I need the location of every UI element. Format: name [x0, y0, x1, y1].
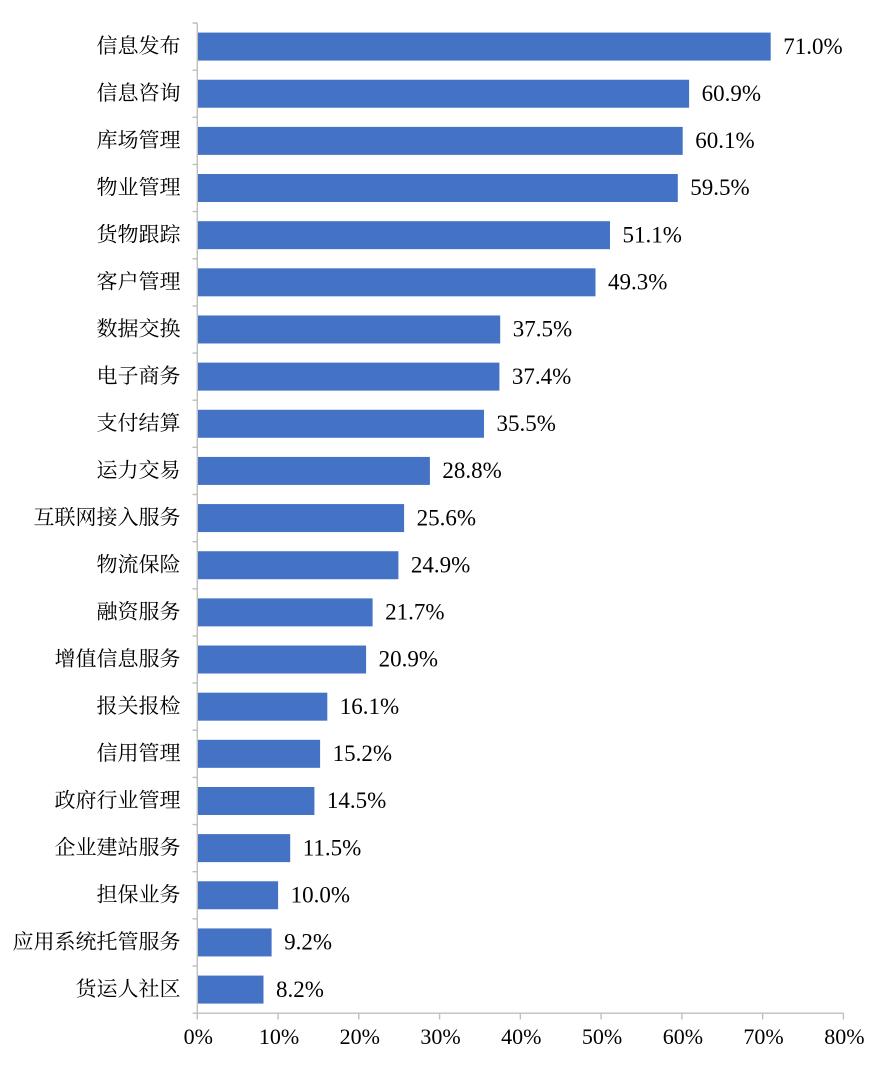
svg-text:50%: 50%: [582, 1024, 622, 1049]
svg-text:8.2%: 8.2%: [276, 977, 324, 1002]
svg-text:10%: 10%: [259, 1024, 299, 1049]
svg-text:35.5%: 35.5%: [497, 411, 556, 436]
svg-text:71.0%: 71.0%: [783, 34, 842, 59]
svg-text:60.9%: 60.9%: [702, 81, 761, 106]
svg-text:37.5%: 37.5%: [513, 317, 572, 342]
svg-text:59.5%: 59.5%: [690, 175, 749, 200]
svg-text:25.6%: 25.6%: [417, 505, 476, 530]
svg-text:30%: 30%: [420, 1024, 460, 1049]
svg-text:40%: 40%: [501, 1024, 541, 1049]
svg-text:24.9%: 24.9%: [411, 552, 470, 577]
svg-text:20.9%: 20.9%: [379, 647, 438, 672]
svg-text:21.7%: 21.7%: [385, 600, 444, 625]
svg-text:49.3%: 49.3%: [608, 270, 667, 295]
svg-text:20%: 20%: [340, 1024, 380, 1049]
svg-text:0%: 0%: [184, 1024, 213, 1049]
svg-text:60.1%: 60.1%: [695, 128, 754, 153]
svg-text:16.1%: 16.1%: [340, 694, 399, 719]
svg-text:9.2%: 9.2%: [284, 930, 332, 955]
svg-text:60%: 60%: [663, 1024, 703, 1049]
svg-text:15.2%: 15.2%: [333, 741, 392, 766]
svg-text:70%: 70%: [743, 1024, 783, 1049]
svg-text:14.5%: 14.5%: [327, 788, 386, 813]
svg-text:10.0%: 10.0%: [291, 882, 350, 907]
svg-text:28.8%: 28.8%: [442, 458, 501, 483]
svg-text:51.1%: 51.1%: [623, 222, 682, 247]
svg-text:11.5%: 11.5%: [303, 835, 362, 860]
svg-text:37.4%: 37.4%: [512, 364, 571, 389]
svg-text:80%: 80%: [824, 1024, 864, 1049]
